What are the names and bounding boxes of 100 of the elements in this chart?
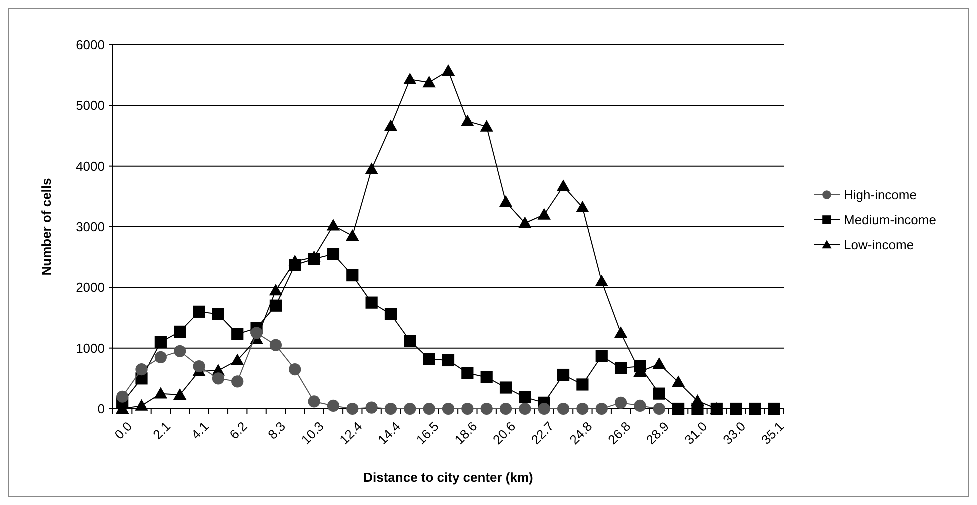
point xyxy=(308,396,320,408)
point xyxy=(404,402,416,416)
point xyxy=(423,353,436,366)
point xyxy=(500,382,512,394)
point xyxy=(174,388,187,400)
point xyxy=(692,402,704,416)
point xyxy=(557,402,570,416)
point xyxy=(232,376,244,388)
point xyxy=(154,387,168,399)
legend-label: High-income xyxy=(844,188,917,203)
y-tick-label: 0 xyxy=(98,402,105,417)
x-tick-label: 6.2 xyxy=(226,418,250,442)
y-axis-title: Number of cells xyxy=(39,178,54,276)
x-tick-label: 31.0 xyxy=(682,418,710,448)
point xyxy=(135,399,148,411)
y-tick-label: 6000 xyxy=(76,38,105,53)
point xyxy=(270,300,282,312)
point xyxy=(193,306,206,318)
point xyxy=(614,396,628,409)
point xyxy=(768,402,780,416)
point xyxy=(672,402,685,416)
point xyxy=(614,362,628,374)
point xyxy=(672,376,686,388)
point xyxy=(749,402,762,416)
point xyxy=(480,371,493,384)
point xyxy=(366,402,378,414)
point xyxy=(232,328,244,340)
point xyxy=(499,196,513,208)
point xyxy=(614,326,628,338)
x-axis-title: Distance to city center (km) xyxy=(364,470,534,485)
point xyxy=(212,308,224,320)
point xyxy=(653,388,666,400)
point xyxy=(136,364,148,376)
x-tick-label: 0.0 xyxy=(112,418,136,442)
point xyxy=(250,327,263,340)
point xyxy=(652,358,666,370)
point xyxy=(384,308,398,320)
point xyxy=(538,208,551,220)
point xyxy=(423,402,436,416)
point xyxy=(366,296,378,309)
point xyxy=(653,402,666,416)
point xyxy=(404,72,417,85)
point xyxy=(596,350,608,362)
point xyxy=(404,335,416,348)
point xyxy=(231,354,244,366)
point xyxy=(174,326,186,338)
point xyxy=(346,269,359,282)
x-tick-label: 2.1 xyxy=(150,418,174,442)
point xyxy=(518,216,532,228)
point xyxy=(556,180,570,192)
legend-label: Low-income xyxy=(844,238,914,253)
point xyxy=(596,402,608,416)
point xyxy=(538,402,550,416)
point xyxy=(576,378,589,391)
point xyxy=(346,230,360,242)
point xyxy=(422,76,436,88)
point xyxy=(384,402,398,416)
point xyxy=(289,364,302,376)
y-tick-label: 4000 xyxy=(76,158,105,174)
point xyxy=(154,351,167,364)
legend-label: Medium-income xyxy=(844,212,936,228)
point xyxy=(212,372,224,385)
point xyxy=(480,402,493,416)
point xyxy=(327,400,340,412)
point xyxy=(289,259,302,272)
point xyxy=(154,336,167,348)
x-tick-label: 4.1 xyxy=(188,418,212,442)
point xyxy=(595,275,608,287)
point xyxy=(384,120,398,132)
point xyxy=(442,64,456,76)
point xyxy=(730,402,742,416)
point xyxy=(326,219,340,231)
y-tick-label: 3000 xyxy=(76,220,105,235)
point xyxy=(480,120,494,132)
point xyxy=(576,402,589,416)
point xyxy=(634,360,646,373)
point xyxy=(174,345,186,358)
y-tick-label: 1000 xyxy=(76,340,105,356)
point xyxy=(270,339,282,352)
point xyxy=(634,400,646,412)
point xyxy=(462,367,474,380)
x-tick-label: 8.3 xyxy=(265,418,289,442)
y-tick-label: 2000 xyxy=(76,280,105,296)
point xyxy=(365,162,378,174)
y-tick-label: 5000 xyxy=(76,98,105,114)
point xyxy=(193,360,206,373)
point xyxy=(442,354,455,367)
point xyxy=(461,114,474,126)
x-tick-label: 18.6 xyxy=(452,418,480,448)
point xyxy=(308,253,320,266)
point xyxy=(519,391,532,404)
x-tick-label: 10.3 xyxy=(298,418,327,448)
point xyxy=(576,200,590,213)
point xyxy=(269,284,283,296)
point xyxy=(500,402,512,416)
point xyxy=(327,248,340,260)
point xyxy=(462,402,474,416)
point xyxy=(116,390,129,403)
point xyxy=(442,402,455,416)
x-tick-label: 33.0 xyxy=(720,418,749,448)
